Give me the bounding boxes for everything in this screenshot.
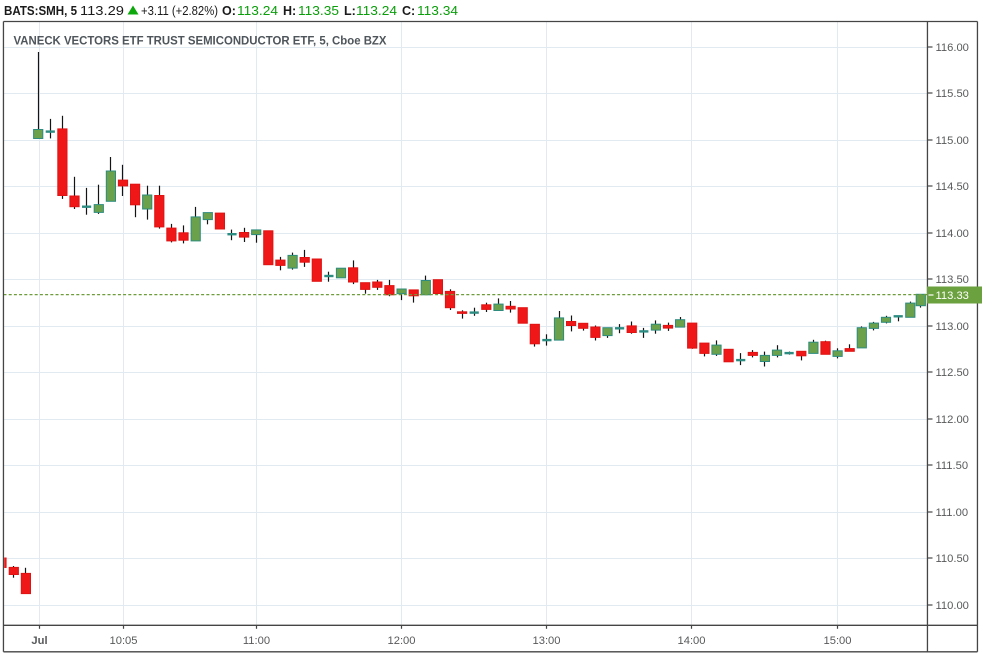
svg-text:113.29: 113.29	[80, 4, 124, 18]
svg-text:O:: O:	[222, 4, 236, 18]
svg-text:113.00: 113.00	[936, 321, 969, 333]
svg-text:113.24: 113.24	[356, 4, 397, 18]
svg-text:113.33: 113.33	[936, 290, 969, 302]
svg-text:15:00: 15:00	[824, 635, 852, 647]
svg-text:BATS:SMH, 5: BATS:SMH, 5	[4, 4, 77, 18]
svg-text:L:: L:	[344, 4, 356, 18]
svg-text:113.50: 113.50	[936, 274, 969, 286]
svg-text:VANECK VECTORS ETF TRUST SEMIC: VANECK VECTORS ETF TRUST SEMICONDUCTOR E…	[14, 34, 387, 48]
svg-text:115.00: 115.00	[936, 135, 969, 147]
svg-text:14:00: 14:00	[678, 635, 706, 647]
svg-text:115.50: 115.50	[936, 88, 969, 100]
svg-text:110.00: 110.00	[936, 600, 969, 612]
svg-text:114.00: 114.00	[936, 228, 969, 240]
svg-text:116.00: 116.00	[936, 42, 969, 54]
svg-text:113.35: 113.35	[298, 4, 339, 18]
svg-text:13:00: 13:00	[533, 635, 561, 647]
svg-text:C:: C:	[402, 4, 415, 18]
svg-text:H:: H:	[283, 4, 296, 18]
svg-text:110.50: 110.50	[936, 553, 969, 565]
svg-text:111.50: 111.50	[936, 460, 969, 472]
svg-text:113.34: 113.34	[417, 4, 458, 18]
svg-text:11:00: 11:00	[243, 635, 270, 647]
svg-text:+3.11 (+2.82%): +3.11 (+2.82%)	[141, 4, 218, 18]
svg-text:114.50: 114.50	[936, 181, 969, 193]
svg-text:10:05: 10:05	[110, 635, 138, 647]
svg-text:113.24: 113.24	[237, 4, 278, 18]
svg-text:112.50: 112.50	[936, 367, 969, 379]
svg-text:111.00: 111.00	[936, 507, 969, 519]
svg-text:12:00: 12:00	[388, 635, 416, 647]
svg-text:Jul: Jul	[31, 635, 47, 647]
svg-text:112.00: 112.00	[936, 414, 969, 426]
